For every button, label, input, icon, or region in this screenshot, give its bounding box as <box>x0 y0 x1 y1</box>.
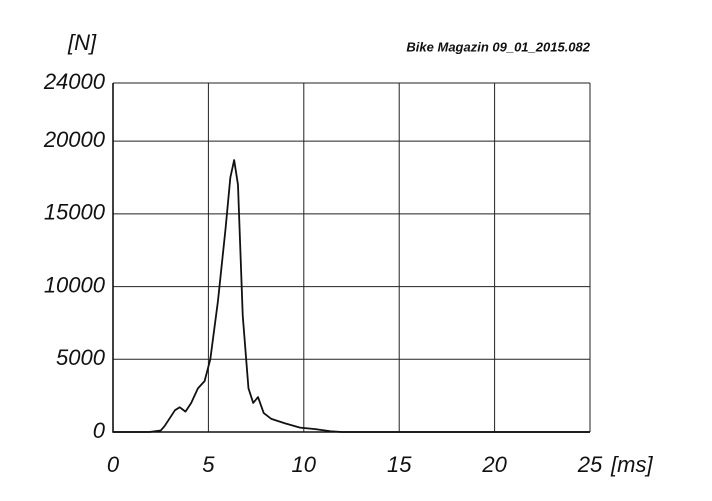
x-tick-label: 0 <box>107 452 120 477</box>
data-line <box>113 159 590 433</box>
axis <box>112 83 590 433</box>
x-tick-label: 25 <box>577 452 603 477</box>
x-tick-label: 15 <box>387 452 412 477</box>
y-axis-label: [N] <box>67 30 97 55</box>
y-tick-label: 20000 <box>43 127 106 152</box>
y-tick-label: 0 <box>93 418 106 443</box>
x-tick-label: 5 <box>202 452 215 477</box>
x-tick-label: 10 <box>292 452 317 477</box>
x-axis-label: [ms] <box>610 452 653 477</box>
y-tick-label: 15000 <box>44 200 106 225</box>
x-tick-label: 20 <box>481 452 507 477</box>
y-tick-label: 24000 <box>43 69 106 94</box>
y-tick-label: 5000 <box>56 345 106 370</box>
chart-title: Bike Magazin 09_01_2015.082 <box>406 39 590 54</box>
y-tick-label: 10000 <box>44 272 106 297</box>
